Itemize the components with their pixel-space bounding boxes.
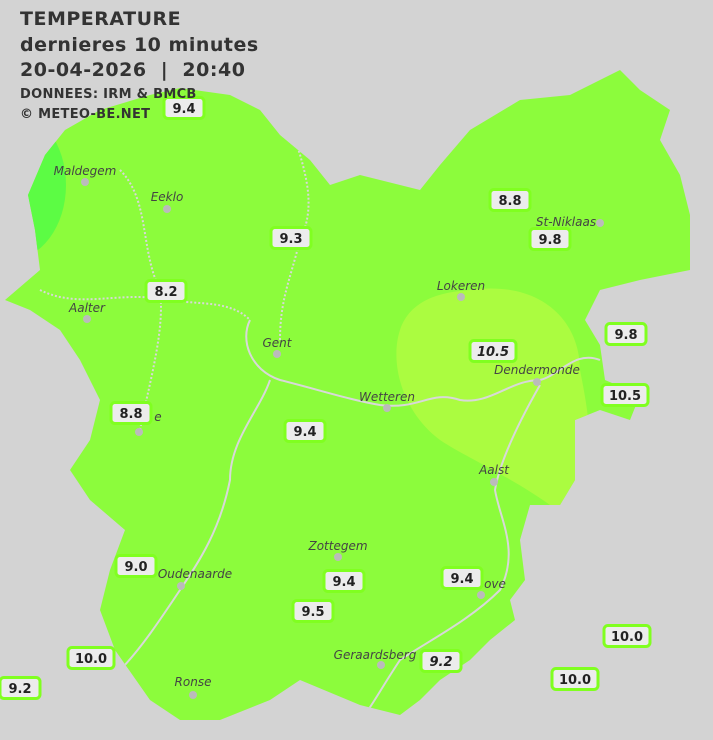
station-label[interactable]: 9.5: [291, 599, 335, 623]
station-temperature: 9.8: [614, 328, 637, 343]
city-label: Gent: [263, 336, 293, 350]
station-label[interactable]: 9.2: [419, 649, 463, 673]
station-label-box: [144, 279, 188, 303]
city-label: Oudenaarde: [158, 567, 232, 581]
station-label-box: [468, 339, 518, 363]
station-label[interactable]: 10.0: [602, 624, 652, 648]
city-label: Geraardsberg: [334, 648, 417, 662]
station-temperature: 9.2: [429, 655, 452, 670]
station-label-box: [109, 401, 153, 425]
city-label: Lokeren: [437, 279, 485, 293]
station-label[interactable]: 9.4: [283, 419, 327, 443]
station-temperature: 9.8: [538, 233, 561, 248]
station-temperature: 9.2: [8, 682, 31, 697]
station-temperature: 9.3: [279, 232, 302, 247]
city-label: Eeklo: [151, 190, 184, 204]
station-temperature: 10.0: [611, 630, 643, 645]
city-dot: [81, 178, 89, 186]
rivers: [39, 119, 601, 720]
station-label-box: [600, 383, 650, 407]
city-label: e: [154, 410, 161, 424]
warm-zone: [396, 288, 590, 520]
city-label: Aalst: [478, 463, 510, 477]
city-dot: [383, 404, 391, 412]
station-label[interactable]: 10.0: [66, 646, 116, 670]
station-label-box: [528, 227, 572, 251]
station-label[interactable]: 8.2: [144, 279, 188, 303]
city-dot: [477, 591, 485, 599]
city-dot: [377, 661, 385, 669]
map-datetime: 20-04-2026 | 20:40: [20, 59, 246, 81]
station-temperature: 8.2: [154, 285, 177, 300]
station-temperature: 10.0: [559, 673, 591, 688]
station-temperature: 9.4: [293, 425, 316, 440]
station-temperature: 9.0: [124, 560, 147, 575]
city-label: Ronse: [175, 675, 212, 689]
city-label: ove: [484, 577, 506, 591]
station-label-box: [269, 226, 313, 250]
city-label: Aalter: [68, 301, 106, 315]
city-dot: [163, 205, 171, 213]
station-label-box: [440, 566, 484, 590]
station-label[interactable]: 9.4: [440, 566, 484, 590]
city-dot: [177, 582, 185, 590]
city-dot: [457, 293, 465, 301]
city-label: Zottegem: [307, 539, 367, 553]
station-label-box: [604, 322, 648, 346]
station-label[interactable]: 9.2: [0, 676, 42, 700]
station-label-box: [602, 624, 652, 648]
station-label-box: [550, 667, 600, 691]
station-label[interactable]: 8.8: [109, 401, 153, 425]
copyright: © METEO-BE.NET: [20, 107, 151, 122]
station-label-box: [66, 646, 116, 670]
station-label-box: [419, 649, 463, 673]
city-dot: [83, 315, 91, 323]
city-dot: [334, 553, 342, 561]
station-label-box: [0, 676, 42, 700]
station-label[interactable]: 8.8: [488, 188, 532, 212]
city-dot: [596, 219, 604, 227]
city-dot: [533, 378, 541, 386]
station-label[interactable]: 9.0: [114, 554, 158, 578]
station-label[interactable]: 9.8: [604, 322, 648, 346]
city-label: Dendermonde: [494, 363, 580, 377]
station-label-box: [291, 599, 335, 623]
station-temperature: 8.8: [119, 407, 142, 422]
station-label[interactable]: 9.4: [322, 569, 366, 593]
map-subtitle: dernieres 10 minutes: [20, 34, 259, 56]
station-label-box: [488, 188, 532, 212]
station-label[interactable]: 9.3: [269, 226, 313, 250]
city-dot: [490, 478, 498, 486]
station-label-box: [283, 419, 327, 443]
station-temperature: 10.5: [609, 389, 641, 404]
station-temperature: 8.8: [498, 194, 521, 209]
station-temperature: 9.5: [301, 605, 324, 620]
station-label[interactable]: 10.5: [468, 339, 518, 363]
station-label-box: [162, 96, 206, 120]
station-temperature: 9.4: [172, 102, 195, 117]
station-label[interactable]: 10.5: [600, 383, 650, 407]
station-label-box: [322, 569, 366, 593]
station-temperature: 9.4: [450, 572, 473, 587]
province-outline: [5, 70, 690, 720]
station-label-box: [114, 554, 158, 578]
station-label[interactable]: 10.0: [550, 667, 600, 691]
station-label[interactable]: 9.4: [162, 96, 206, 120]
city-dot: [189, 691, 197, 699]
city-label: St-Niklaas: [536, 215, 596, 229]
station-temperature: 9.4: [332, 575, 355, 590]
city-dot: [135, 428, 143, 436]
station-temperature: 10.0: [75, 652, 107, 667]
map-title: TEMPERATURE: [20, 8, 182, 30]
data-source: DONNEES: IRM & BMCB: [20, 87, 197, 102]
city-label: Wetteren: [359, 390, 415, 404]
city-dot: [273, 350, 281, 358]
station-temperature: 10.5: [477, 345, 509, 360]
city-label: Maldegem: [54, 164, 117, 178]
station-label[interactable]: 9.8: [528, 227, 572, 251]
